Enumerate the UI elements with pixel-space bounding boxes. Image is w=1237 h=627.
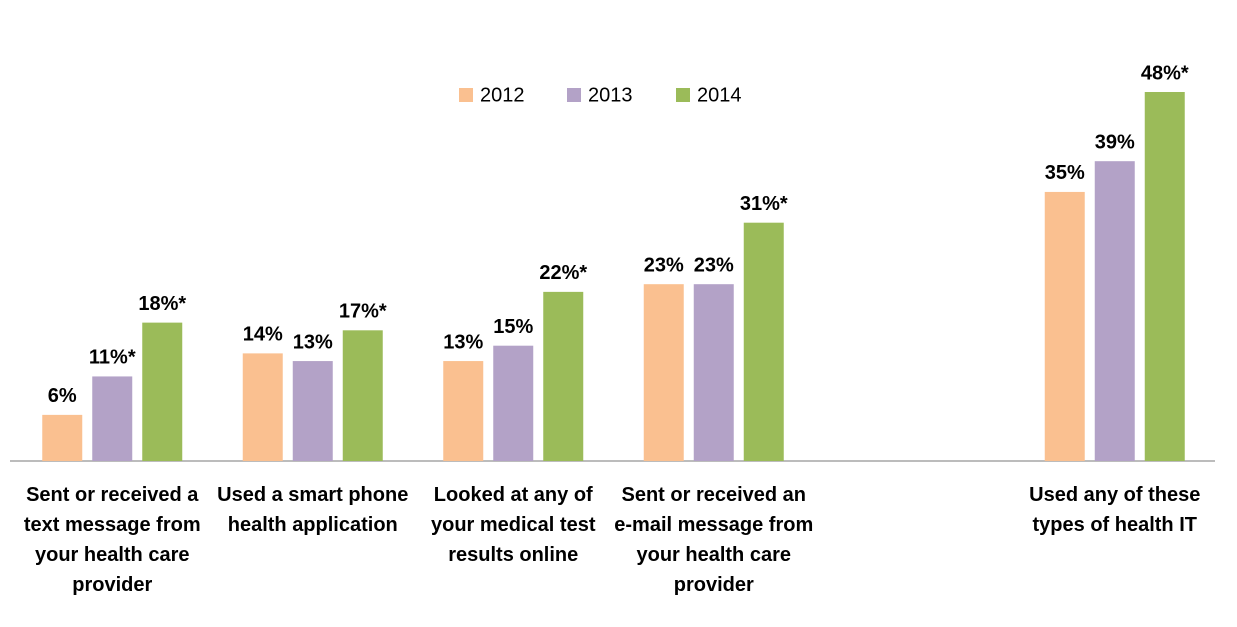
bar bbox=[142, 322, 183, 461]
value-label: 31%* bbox=[740, 193, 788, 215]
legend-label: 2012 bbox=[480, 84, 525, 106]
value-label: 23% bbox=[644, 254, 684, 276]
bar bbox=[292, 361, 333, 461]
bar bbox=[342, 330, 383, 461]
bar bbox=[743, 222, 784, 461]
x-tick-label: Sent or received an e-mail message from … bbox=[614, 484, 814, 596]
bar bbox=[1044, 191, 1085, 461]
value-label: 17%* bbox=[339, 301, 387, 323]
value-label: 6% bbox=[48, 385, 77, 407]
value-label: 13% bbox=[443, 331, 483, 353]
bar bbox=[242, 353, 283, 461]
bar bbox=[1094, 161, 1135, 461]
value-label: 14% bbox=[243, 324, 283, 346]
value-label: 22%* bbox=[539, 262, 587, 284]
value-label: 23% bbox=[694, 254, 734, 276]
legend-label: 2014 bbox=[697, 84, 742, 106]
value-label: 18%* bbox=[138, 293, 186, 315]
x-tick-label: Looked at any of your medical test resul… bbox=[430, 484, 596, 566]
legend-swatch bbox=[676, 88, 690, 102]
bar bbox=[493, 345, 534, 461]
value-label: 35% bbox=[1045, 162, 1085, 184]
bar bbox=[693, 284, 734, 461]
legend-label: 2013 bbox=[588, 84, 633, 106]
bar bbox=[1144, 92, 1185, 461]
bar bbox=[42, 414, 83, 461]
bar bbox=[443, 361, 484, 461]
value-label: 11%* bbox=[89, 347, 136, 369]
x-tick-label: Sent or received a text message from you… bbox=[23, 484, 201, 596]
bar bbox=[92, 376, 133, 461]
value-label: 39% bbox=[1095, 131, 1135, 153]
value-label: 15% bbox=[493, 316, 533, 338]
value-label: 48%* bbox=[1141, 62, 1189, 84]
legend-swatch bbox=[567, 88, 581, 102]
value-label: 13% bbox=[293, 331, 333, 353]
x-tick-label: Used a smart phone health application bbox=[217, 484, 409, 536]
bar bbox=[543, 291, 584, 461]
bar bbox=[643, 284, 684, 461]
x-tick-label: Used any of these types of health IT bbox=[1029, 484, 1201, 536]
legend-swatch bbox=[459, 88, 473, 102]
